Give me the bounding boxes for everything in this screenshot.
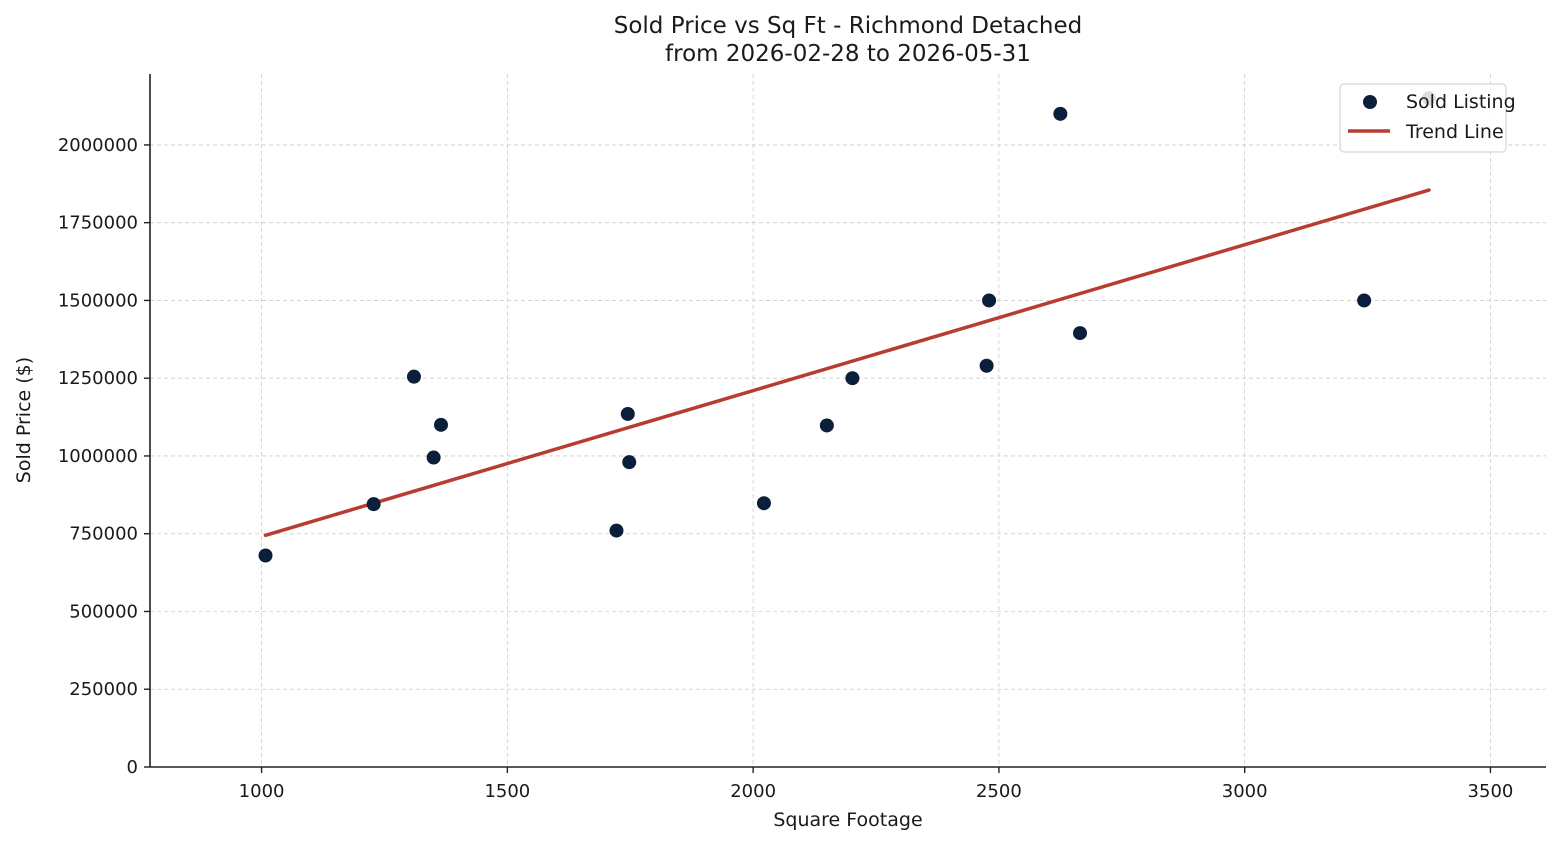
data-point bbox=[620, 406, 635, 421]
data-point bbox=[756, 496, 771, 511]
x-tick-label: 1500 bbox=[484, 781, 530, 802]
x-tick-label: 3500 bbox=[1468, 781, 1514, 802]
legend: Sold Listing Trend Line bbox=[1339, 83, 1516, 153]
data-point bbox=[1053, 106, 1068, 121]
data-point bbox=[258, 548, 273, 563]
y-tick-label: 1750000 bbox=[58, 213, 138, 234]
y-axis-label: Sold Price ($) bbox=[13, 357, 35, 483]
x-axis-ticks: 1000 1500 2000 2500 3000 3500 bbox=[239, 767, 1514, 802]
y-tick-label: 0 bbox=[127, 757, 138, 778]
x-tick-label: 1000 bbox=[239, 781, 285, 802]
legend-box bbox=[1339, 83, 1507, 153]
data-point bbox=[819, 418, 834, 433]
data-point bbox=[1357, 293, 1372, 308]
data-point bbox=[1073, 326, 1088, 341]
data-point bbox=[982, 293, 997, 308]
y-tick-label: 250000 bbox=[69, 679, 138, 700]
legend-marker-sold-listing bbox=[1363, 95, 1377, 109]
chart-title: Sold Price vs Sq Ft - Richmond Detached bbox=[614, 13, 1082, 39]
y-tick-label: 750000 bbox=[69, 524, 138, 545]
legend-label-trend-line: Trend Line bbox=[1405, 121, 1504, 143]
chart-subtitle: from 2026-02-28 to 2026-05-31 bbox=[665, 41, 1031, 67]
trend-line bbox=[263, 188, 1431, 538]
data-point bbox=[426, 450, 441, 465]
x-axis-label: Square Footage bbox=[773, 809, 922, 831]
data-point bbox=[406, 369, 421, 384]
y-tick-label: 1500000 bbox=[58, 290, 138, 311]
y-tick-label: 1250000 bbox=[58, 368, 138, 389]
x-tick-label: 3000 bbox=[1222, 781, 1268, 802]
x-tick-label: 2500 bbox=[976, 781, 1022, 802]
data-point bbox=[433, 417, 448, 432]
y-axis-ticks: 0 250000 500000 750000 1000000 1250000 1500000… bbox=[58, 135, 150, 778]
data-point bbox=[979, 358, 994, 373]
data-point bbox=[366, 497, 381, 512]
y-tick-label: 500000 bbox=[69, 601, 138, 622]
data-point bbox=[845, 371, 860, 386]
y-tick-label: 2000000 bbox=[58, 135, 138, 156]
axes bbox=[149, 74, 1546, 768]
legend-label-sold-listing: Sold Listing bbox=[1406, 91, 1516, 113]
y-tick-label: 1000000 bbox=[58, 446, 138, 467]
data-point bbox=[622, 455, 637, 470]
grid bbox=[150, 74, 1546, 768]
x-tick-label: 2000 bbox=[730, 781, 776, 802]
series-layer bbox=[258, 91, 1437, 563]
data-point bbox=[609, 523, 624, 538]
